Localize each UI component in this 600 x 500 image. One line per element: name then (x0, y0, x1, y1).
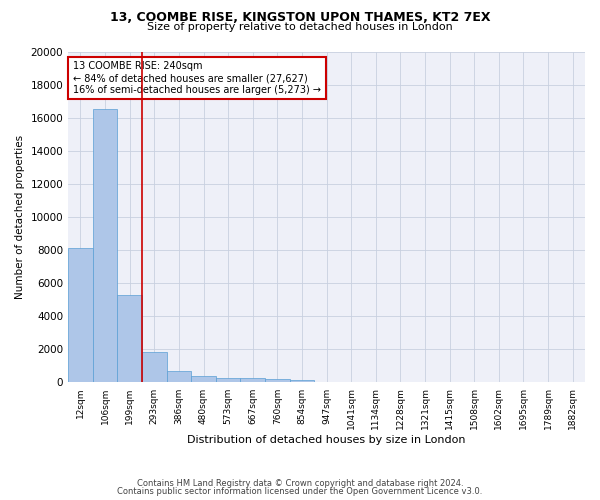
Text: Contains HM Land Registry data © Crown copyright and database right 2024.: Contains HM Land Registry data © Crown c… (137, 478, 463, 488)
Text: Contains public sector information licensed under the Open Government Licence v3: Contains public sector information licen… (118, 487, 482, 496)
Bar (216, 378, 241, 382)
Bar (142, 352, 167, 382)
Bar (167, 371, 191, 382)
Bar (241, 378, 265, 382)
Text: Size of property relative to detached houses in London: Size of property relative to detached ho… (147, 22, 453, 32)
Bar (68, 248, 93, 382)
X-axis label: Distribution of detached houses by size in London: Distribution of detached houses by size … (187, 435, 466, 445)
Text: 13, COOMBE RISE, KINGSTON UPON THAMES, KT2 7EX: 13, COOMBE RISE, KINGSTON UPON THAMES, K… (110, 11, 490, 24)
Bar (265, 379, 290, 382)
Bar (191, 376, 216, 382)
Text: 13 COOMBE RISE: 240sqm
← 84% of detached houses are smaller (27,627)
16% of semi: 13 COOMBE RISE: 240sqm ← 84% of detached… (73, 62, 322, 94)
Bar (290, 380, 314, 382)
Bar (93, 110, 118, 382)
Y-axis label: Number of detached properties: Number of detached properties (15, 135, 25, 299)
Bar (118, 295, 142, 382)
